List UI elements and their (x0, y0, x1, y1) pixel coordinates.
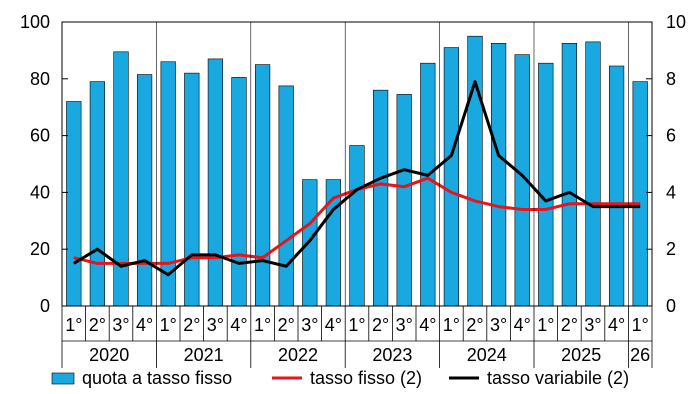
quarter-label: 2° (89, 315, 106, 335)
quarter-label: 1° (443, 315, 460, 335)
left-tick-label: 60 (30, 126, 50, 146)
legend-label: tasso fisso (2) (310, 368, 422, 388)
quarter-label: 1° (160, 315, 177, 335)
line-tasso-variabile-2- (73, 80, 641, 277)
legend-label: quota a tasso fisso (82, 368, 232, 388)
quarter-label: 3° (396, 315, 413, 335)
bar-3 (136, 74, 153, 307)
quarter-label: 3° (490, 315, 507, 335)
left-tick-label: 80 (30, 69, 50, 89)
left-tick-label: 40 (30, 182, 50, 202)
x-axis-year-labels: 2020 2021 2022 2023 2024 2025 26 (89, 345, 650, 365)
year-label: 2021 (184, 345, 224, 365)
legend-label: tasso variabile (2) (487, 368, 629, 388)
quarter-label: 1° (348, 315, 365, 335)
quarter-label: 2° (278, 315, 295, 335)
x-axis-quarter-labels: 1° 2° 3° 4° 1° 2° 3° 4° 1° 2° 3° 4° 1° 2° 3° 4° 1° 2° 3° 4°… (65, 315, 649, 335)
bar-24 (632, 81, 648, 307)
quarter-label: 1° (254, 315, 271, 335)
quarter-label: 1° (537, 315, 554, 335)
right-tick-label: 4 (666, 182, 676, 202)
quarter-label: 1° (65, 315, 82, 335)
left-tick-label: 0 (40, 296, 50, 316)
left-tick-label: 20 (30, 239, 50, 259)
quarter-label: 4° (136, 315, 153, 335)
bar-series-quota-tasso-fisso (66, 35, 648, 307)
right-tick-label: 6 (666, 126, 676, 146)
line-series-group (73, 80, 641, 277)
year-label: 2022 (278, 345, 318, 365)
bar-20 (538, 62, 554, 307)
bar-15 (420, 62, 436, 307)
quarter-label: 4° (608, 315, 625, 335)
bar-18 (490, 42, 507, 307)
year-label: 2024 (467, 345, 507, 365)
year-label: 2020 (89, 345, 129, 365)
bar-17 (467, 35, 483, 307)
bar-12 (349, 145, 365, 307)
quarter-label: 2° (466, 315, 483, 335)
year-label: 2025 (561, 345, 601, 365)
quarter-label: 2° (561, 315, 578, 335)
quarter-label: 2° (183, 315, 200, 335)
bar-23 (608, 65, 625, 307)
quarter-label: 3° (112, 315, 129, 335)
left-tick-label: 100 (20, 12, 50, 32)
year-label: 26 (630, 345, 650, 365)
quarter-label: 3° (207, 315, 224, 335)
right-tick-label: 8 (666, 69, 676, 89)
legend-swatch-bar (51, 372, 75, 385)
bar-22 (585, 41, 601, 307)
plot-frame (61, 21, 653, 368)
quarter-label: 4° (514, 315, 531, 335)
bar-0 (66, 101, 82, 307)
bar-6 (207, 58, 224, 307)
quarter-label: 4° (419, 315, 436, 335)
bar-13 (372, 89, 389, 307)
quarter-label: 4° (325, 315, 342, 335)
year-label: 2023 (372, 345, 412, 365)
right-tick-label: 0 (666, 296, 676, 316)
quarter-label: 2° (372, 315, 389, 335)
quarter-label: 1° (632, 315, 649, 335)
bar-1 (89, 81, 106, 307)
left-axis-tick-labels: 0 20 40 60 80 100 (20, 12, 50, 316)
right-axis-tick-labels: 0 2 4 6 8 10 (666, 12, 686, 316)
chart-legend: quota a tasso fisso tasso fisso (2) tasso … (51, 368, 629, 388)
bar-2 (113, 51, 129, 307)
plot-border (61, 21, 653, 307)
bar-9 (278, 85, 294, 307)
quarter-label: 4° (230, 315, 247, 335)
bar-14 (396, 94, 412, 307)
bar-16 (443, 47, 460, 307)
bar-8 (254, 64, 271, 307)
bar-21 (561, 42, 578, 307)
right-tick-label: 10 (666, 12, 686, 32)
quarter-label: 3° (301, 315, 318, 335)
bar-5 (184, 72, 200, 307)
bar-7 (231, 77, 247, 307)
quarter-label: 3° (584, 315, 601, 335)
right-tick-label: 2 (666, 239, 676, 259)
